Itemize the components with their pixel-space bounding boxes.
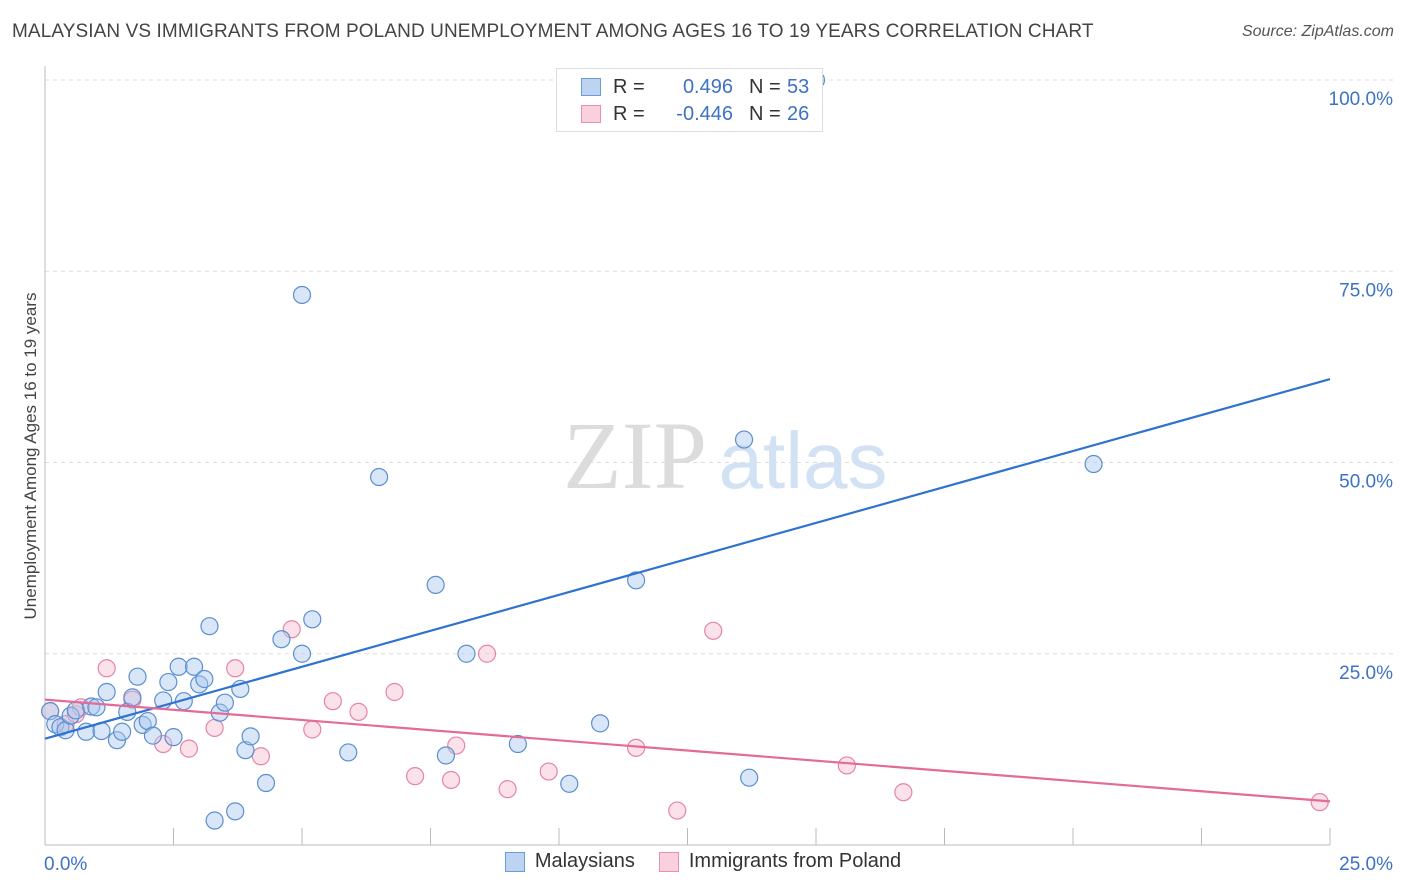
malaysians-point <box>241 727 260 746</box>
watermark: ZIP atlas <box>563 402 887 509</box>
y-tick-label: 100.0% <box>1329 89 1394 110</box>
legend-row-poland: R = -0.446 N = 26 <box>581 102 809 126</box>
malaysians-point <box>1084 454 1103 474</box>
legend-swatch-pink <box>581 105 601 123</box>
poland-point <box>477 644 497 663</box>
legend-n-value: 26 <box>787 102 810 125</box>
y-tick-label: 25.0% <box>1339 663 1393 684</box>
poland-point <box>837 756 856 775</box>
malaysians-point <box>339 743 358 762</box>
axes <box>44 66 1331 846</box>
malaysians-point <box>123 688 142 707</box>
malaysians-point <box>66 701 85 720</box>
malaysians-point <box>46 715 65 734</box>
malaysians-point <box>205 811 224 830</box>
x-tick-label: 0.0% <box>44 854 87 875</box>
malaysians-point <box>508 734 527 754</box>
legend-r-value: 0.496 <box>682 75 733 98</box>
poland-trendline <box>44 698 1331 803</box>
malaysians-point <box>292 644 312 663</box>
malaysians-point <box>87 698 106 717</box>
poland-point <box>539 762 558 781</box>
malaysians-point <box>195 669 214 689</box>
x-tick-label: 25.0% <box>1339 854 1393 875</box>
legend-r-label: R = <box>613 102 645 125</box>
malaysians-point <box>457 644 476 663</box>
malaysians-point <box>560 774 579 793</box>
legend-swatch-pink <box>658 851 679 872</box>
malaysians-point <box>226 802 245 821</box>
series-poland-points <box>41 620 1329 820</box>
malaysians-point <box>626 571 646 590</box>
poland-point <box>1310 793 1329 812</box>
legend-n-value: 53 <box>787 75 810 98</box>
malaysians-trendline <box>44 378 1331 740</box>
y-axis-label: Unemployment Among Ages 16 to 19 years <box>21 292 40 620</box>
malaysians-point <box>303 610 322 629</box>
malaysians-point <box>112 722 132 741</box>
poland-point <box>226 659 245 678</box>
legend-n-label: N = <box>749 102 781 125</box>
poland-point <box>704 621 723 640</box>
watermark-zip: ZIP <box>563 402 707 509</box>
y-tick-label: 50.0% <box>1339 472 1393 493</box>
malaysians-point <box>164 728 183 747</box>
legend-swatch-blue <box>504 851 525 872</box>
malaysians-point <box>169 657 188 676</box>
poland-point <box>97 659 116 678</box>
malaysians-point <box>143 726 163 745</box>
legend-row-malaysians: R = 0.496 N = 53 <box>581 75 809 99</box>
poland-point <box>385 682 404 702</box>
malaysians-point <box>51 718 70 737</box>
malaysians-point <box>128 667 147 686</box>
legend-r-value: -0.446 <box>676 102 733 125</box>
malaysians-point <box>734 430 754 449</box>
poland-point <box>894 783 913 802</box>
poland-point <box>179 739 199 758</box>
poland-point <box>668 801 687 820</box>
malaysians-point <box>256 773 276 793</box>
poland-point <box>323 692 342 711</box>
legend-label-poland: Immigrants from Poland <box>688 850 902 872</box>
poland-point <box>251 747 270 766</box>
grid-lines <box>45 79 1395 655</box>
legend-swatch-blue <box>581 78 601 96</box>
malaysians-point <box>740 768 759 787</box>
poland-point <box>441 770 461 790</box>
malaysians-point <box>190 675 209 694</box>
poland-point <box>205 718 224 738</box>
malaysians-point <box>200 617 219 636</box>
malaysians-point <box>426 575 445 595</box>
poland-point <box>405 767 425 786</box>
malaysians-point <box>215 693 234 712</box>
watermark-atlas: atlas <box>719 416 888 505</box>
malaysians-point <box>370 467 389 487</box>
legend-label-malaysians: Malaysians <box>534 850 635 872</box>
series-legend: Malaysians Immigrants from Poland <box>0 850 1406 873</box>
poland-point <box>498 780 517 799</box>
malaysians-point <box>436 746 456 765</box>
malaysians-point <box>591 714 610 733</box>
correlation-legend: R = 0.496 N = 53 R = -0.446 N = 26 <box>556 68 823 132</box>
poland-point <box>303 720 322 739</box>
source-credit: Source: ZipAtlas.com <box>1241 23 1394 40</box>
malaysians-point <box>184 657 204 676</box>
tick-labels: 25.0% 50.0% 75.0% 100.0% 0.0% 25.0% <box>44 89 1393 875</box>
y-tick-label: 75.0% <box>1339 280 1393 301</box>
malaysians-point <box>97 682 116 702</box>
malaysians-point <box>292 285 312 305</box>
legend-n-label: N = <box>749 75 781 98</box>
malaysians-point <box>61 706 80 725</box>
malaysians-point <box>159 672 178 692</box>
legend-item-malaysians[interactable]: Malaysians <box>504 850 635 873</box>
legend-item-poland[interactable]: Immigrants from Poland <box>658 850 902 873</box>
legend-r-label: R = <box>613 75 645 98</box>
malaysians-point <box>236 741 255 760</box>
malaysians-point <box>272 630 291 649</box>
chart-title: MALAYSIAN VS IMMIGRANTS FROM POLAND UNEM… <box>12 21 1094 42</box>
poland-point <box>349 702 368 721</box>
trendlines <box>44 378 1331 803</box>
